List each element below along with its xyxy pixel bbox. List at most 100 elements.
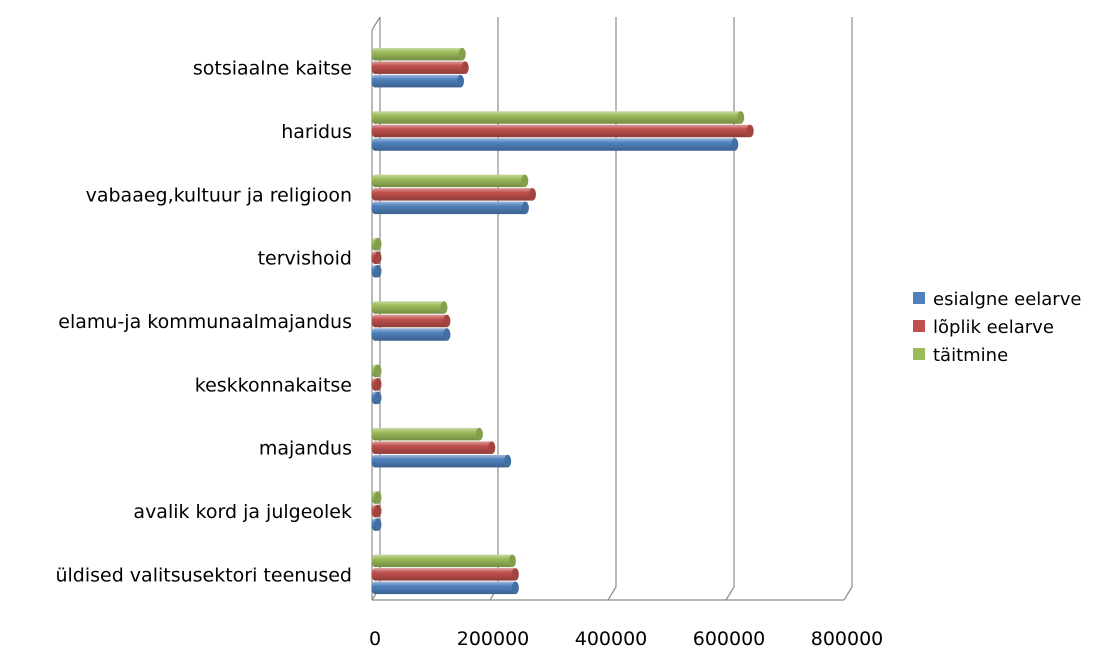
bar-base-cap [371, 174, 379, 188]
bar [371, 111, 745, 124]
bar [371, 174, 529, 188]
bar [371, 264, 382, 278]
x-axis-tick-labels: 0 200000 400000 600000 800000 [369, 628, 883, 648]
legend-swatch [913, 320, 925, 332]
bar [371, 201, 529, 215]
bar-base-cap [371, 441, 379, 454]
bar-end-cap [521, 201, 529, 215]
category-label: haridus [281, 121, 352, 143]
bar-end-cap [374, 391, 382, 405]
bar [371, 378, 382, 391]
bar [371, 491, 382, 504]
bar-body [375, 188, 533, 201]
bar-base-cap [371, 111, 379, 124]
bar-base-cap [371, 568, 379, 581]
bar [371, 581, 519, 595]
bar [371, 61, 469, 74]
bar-end-cap [374, 504, 382, 518]
category-label: avalik kord ja julgeolek [133, 501, 352, 523]
x-tick-label: 400000 [575, 628, 648, 648]
bar-body [375, 61, 466, 74]
bar-base-cap [371, 427, 379, 441]
bar [371, 568, 519, 581]
bar-base-cap [371, 328, 379, 341]
bar-body [375, 174, 525, 188]
bar-end-cap [440, 301, 448, 314]
bar [371, 74, 464, 88]
category-label: tervishoid [258, 248, 352, 270]
bar-body [375, 581, 516, 595]
floor-gridline [607, 586, 617, 601]
bar-end-cap [457, 74, 464, 88]
bar-end-cap [374, 518, 382, 531]
legend-label: lõplik eelarve [933, 317, 1054, 338]
bar-end-cap [511, 568, 519, 581]
bar-end-cap [488, 441, 496, 454]
bar-body [375, 441, 492, 454]
bar-end-cap [511, 581, 519, 595]
bar-base-cap [371, 124, 379, 138]
category-label: elamu-ja kommunaalmajandus [58, 311, 352, 333]
bar-body [375, 74, 461, 88]
category-label: sotsiaalne kaitse [193, 58, 352, 80]
bar [371, 314, 451, 328]
bar [371, 441, 496, 454]
bar-end-cap [508, 554, 516, 568]
bar-base-cap [371, 47, 379, 61]
bar-base-cap [371, 301, 379, 314]
bar-end-cap [374, 491, 382, 504]
bar-body [375, 427, 480, 441]
x-tick-label: 0 [369, 628, 381, 648]
bar-base-cap [371, 201, 379, 215]
bar-base-cap [371, 454, 379, 468]
bar-body [375, 301, 444, 314]
category-label: vabaaeg,kultuur ja religioon [86, 184, 352, 206]
category-label: üldised valitsusektori teenused [55, 564, 352, 586]
bar-end-cap [443, 314, 451, 328]
bar-end-cap [504, 454, 512, 468]
bar-base-cap [371, 581, 379, 595]
wall-top-edge [371, 16, 381, 31]
bar [371, 251, 382, 264]
bar-body [375, 138, 735, 151]
x-tick-label: 600000 [693, 628, 766, 648]
category-label: keskkonnakaitse [195, 374, 352, 396]
bar-body [375, 568, 516, 581]
bar-end-cap [374, 364, 382, 378]
bar-end-cap [458, 47, 466, 61]
bar-end-cap [746, 124, 754, 138]
bar-end-cap [737, 111, 745, 124]
bar-end-cap [374, 264, 382, 278]
bar-body [375, 201, 526, 215]
bar-end-cap [443, 328, 451, 341]
category-label: majandus [259, 438, 352, 460]
bar-body [375, 554, 513, 568]
bar [371, 301, 448, 314]
bar [371, 518, 382, 531]
x-tick-label: 200000 [457, 628, 530, 648]
bar-base-cap [371, 188, 379, 201]
bar-end-cap [475, 427, 483, 441]
bar-base-cap [371, 314, 379, 328]
bar-base-cap [371, 61, 379, 74]
bar-end-cap [374, 378, 382, 391]
bar-end-cap [521, 174, 529, 188]
bar [371, 328, 451, 341]
bar-body [375, 124, 751, 138]
bar-end-cap [731, 138, 739, 151]
legend: esialgne eelarve lõplik eelarve täitmine [913, 289, 1081, 366]
legend-label: täitmine [933, 345, 1008, 366]
bar [371, 237, 382, 251]
bar [371, 364, 382, 378]
gridlines [489, 17, 853, 601]
bar-body [375, 47, 463, 61]
bar [371, 427, 483, 441]
bar [371, 391, 382, 405]
bar-base-cap [371, 554, 379, 568]
category-labels: sotsiaalne kaitse haridus vabaaeg,kultuur … [55, 58, 352, 587]
floor-gridline [725, 586, 735, 601]
x-tick-label: 800000 [811, 628, 884, 648]
bar [371, 188, 536, 201]
bar [371, 554, 516, 568]
